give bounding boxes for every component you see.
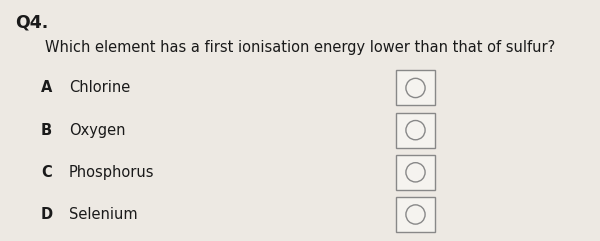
Text: A: A (41, 80, 52, 95)
Text: C: C (41, 165, 52, 180)
FancyBboxPatch shape (396, 155, 435, 190)
Text: Which element has a first ionisation energy lower than that of sulfur?: Which element has a first ionisation ene… (45, 40, 555, 55)
FancyBboxPatch shape (396, 70, 435, 106)
Ellipse shape (406, 205, 425, 224)
Ellipse shape (406, 163, 425, 182)
Text: Oxygen: Oxygen (69, 123, 125, 138)
Text: Q4.: Q4. (15, 13, 48, 31)
Ellipse shape (406, 78, 425, 98)
Text: Selenium: Selenium (69, 207, 137, 222)
FancyBboxPatch shape (396, 113, 435, 147)
Text: D: D (41, 207, 53, 222)
Text: B: B (41, 123, 52, 138)
FancyBboxPatch shape (396, 197, 435, 232)
Ellipse shape (406, 120, 425, 140)
Text: Phosphorus: Phosphorus (69, 165, 155, 180)
Text: Chlorine: Chlorine (69, 80, 130, 95)
